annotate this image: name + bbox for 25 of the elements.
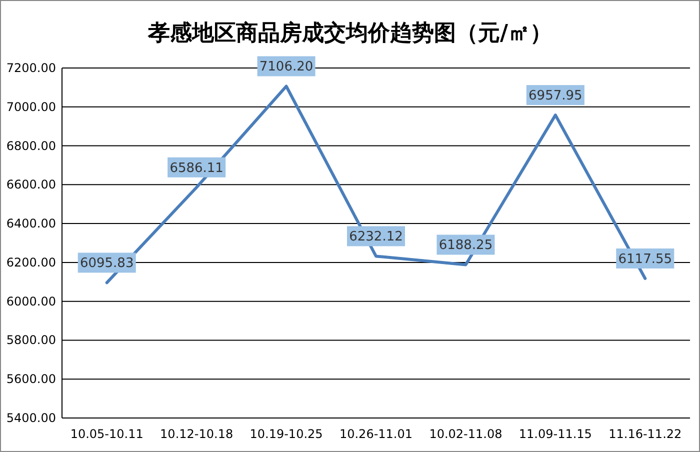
y-tick-label: 5600.00 [6,372,56,386]
chart-title: 孝感地区商品房成交均价趋势图（元/㎡） [146,20,552,46]
data-label: 7106.20 [259,60,314,75]
y-tick-label: 6800.00 [6,138,56,153]
x-tick-label: 11.09-11.15 [518,427,592,441]
data-label: 6095.83 [80,256,134,272]
y-tick-label: 7200.00 [6,61,56,75]
x-tick-label: 10.26-11.01 [339,427,413,441]
y-tick-label: 6400.00 [6,216,56,231]
y-tick-label: 5400.00 [6,411,56,425]
x-tick-label: 11.16-11.22 [608,427,682,441]
x-tick-label: 10.02-11.08 [429,427,502,441]
y-tick-label: 5800.00 [6,333,56,348]
x-tick-label: 10.05-10.11 [70,427,144,441]
data-label: 6188.25 [438,238,493,254]
data-label: 6232.12 [349,230,403,245]
y-tick-label: 6600.00 [6,178,56,192]
y-tick-label: 6000.00 [6,294,56,308]
data-label: 6586.11 [170,160,224,176]
data-label: 6957.95 [528,88,582,104]
x-tick-label: 10.12-10.18 [160,427,234,441]
data-label: 6117.55 [618,252,672,267]
y-tick-label: 6200.00 [6,255,56,270]
y-tick-label: 7000.00 [6,100,56,114]
x-tick-label: 10.19-10.25 [250,427,323,441]
